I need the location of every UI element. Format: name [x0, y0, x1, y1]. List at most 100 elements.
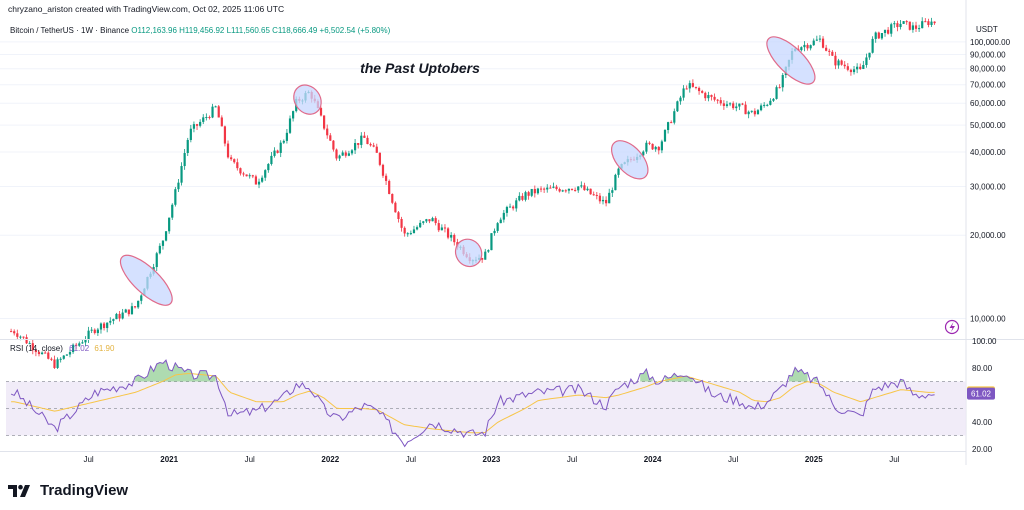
candle-body: [685, 88, 688, 90]
candle-body: [908, 21, 911, 30]
candle-body: [372, 145, 375, 147]
candle-body: [515, 200, 518, 209]
candle-body: [44, 352, 47, 354]
candle-body: [363, 135, 366, 138]
candle-body: [419, 222, 422, 228]
candle-body: [728, 103, 732, 105]
candle-body: [518, 195, 521, 201]
candle-body: [533, 188, 536, 194]
time-tick-label: 2021: [160, 455, 178, 464]
candle-body: [595, 194, 598, 196]
candle-body: [65, 354, 68, 356]
candle-body: [896, 23, 899, 28]
lightning-icon[interactable]: [944, 319, 960, 335]
candle-body: [282, 140, 285, 143]
candle-body: [877, 32, 880, 39]
candle-body: [431, 218, 434, 222]
candle-body: [555, 186, 558, 190]
candle-body: [536, 188, 540, 194]
candle-body: [549, 187, 552, 189]
candle-body: [400, 218, 403, 228]
candle-body: [437, 223, 440, 231]
candle-body: [37, 352, 41, 355]
candle-body: [481, 257, 484, 260]
candle-body: [660, 141, 663, 151]
candle-body: [856, 66, 859, 70]
currency-label[interactable]: USDT: [976, 25, 998, 34]
price-tick-label: 70,000.00: [970, 81, 1006, 90]
price-tick-label: 50,000.00: [970, 121, 1006, 130]
time-tick-label: Jul: [406, 455, 416, 464]
tradingview-footer: TradingView: [8, 482, 128, 499]
candle-body: [846, 66, 849, 70]
candle-body: [75, 344, 78, 346]
candle-body: [223, 126, 227, 144]
candle-body: [360, 135, 363, 145]
candle-body: [425, 219, 428, 222]
candle-body: [732, 103, 735, 109]
candle-body: [657, 146, 660, 151]
candle-body: [837, 60, 840, 66]
time-axis: Jul 2021 Jul 2022 Jul 2023 Jul 2024 Jul 2025 Jul: [0, 451, 966, 464]
candle-body: [815, 39, 818, 41]
candle-body: [809, 45, 812, 49]
candle-body: [261, 177, 264, 182]
candle-body: [319, 108, 323, 116]
candle-body: [350, 150, 354, 154]
candle-body: [505, 206, 509, 213]
candle-body: [735, 106, 738, 109]
candle-body: [106, 322, 109, 329]
candle-body: [924, 21, 927, 23]
candle-body: [673, 111, 676, 123]
candle-body: [369, 144, 372, 146]
candle-body: [496, 223, 499, 231]
candle-body: [763, 104, 766, 106]
candle-body: [543, 188, 546, 190]
candle-body: [893, 23, 896, 25]
candle-body: [267, 164, 270, 171]
candle-body: [195, 124, 199, 126]
candle-body: [713, 96, 716, 100]
candle-body: [800, 47, 803, 51]
candle-body: [236, 162, 239, 169]
candle-body: [25, 337, 28, 344]
candle-body: [47, 352, 50, 359]
candle-body: [115, 313, 118, 320]
candle-body: [707, 95, 710, 99]
candle-body: [453, 235, 456, 243]
candle-body: [722, 103, 725, 106]
symbol-name[interactable]: Bitcoin / TetherUS · 1W · Binance: [10, 26, 130, 35]
uptober-highlight: [611, 140, 649, 180]
candle-body: [704, 92, 707, 99]
candle-body: [880, 33, 884, 39]
time-tick-label: Jul: [83, 455, 93, 464]
candle-body: [406, 233, 409, 235]
candle-body: [50, 358, 53, 360]
candle-body: [484, 251, 487, 260]
candle-body: [239, 168, 242, 174]
candle-body: [701, 91, 704, 93]
candle-body: [899, 23, 902, 28]
candle-body: [366, 137, 369, 145]
candle-body: [499, 219, 502, 224]
candle-body: [338, 155, 341, 159]
candle-body: [226, 143, 230, 158]
uptober-highlights: [119, 36, 816, 306]
candle-body: [357, 143, 360, 145]
candle-body: [778, 87, 781, 89]
candle-body: [868, 52, 871, 58]
candle-body: [806, 44, 809, 49]
candle-body: [697, 87, 701, 92]
candle-body: [719, 100, 722, 104]
candle-body: [766, 104, 769, 106]
candle-body: [53, 359, 56, 368]
time-tick-label: 2023: [483, 455, 501, 464]
candle-body: [741, 103, 744, 105]
price-grid: [0, 41, 966, 319]
candle-body: [409, 233, 412, 235]
candle-body: [137, 300, 140, 308]
candle-body: [914, 25, 918, 29]
uptober-highlight: [293, 84, 322, 115]
candle-body: [59, 358, 62, 360]
